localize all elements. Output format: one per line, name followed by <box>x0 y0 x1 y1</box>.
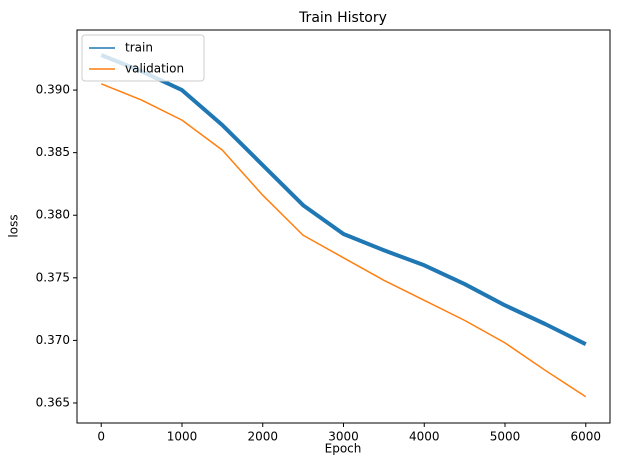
x-tick-label: 2000 <box>247 430 278 444</box>
x-tick-label: 3000 <box>328 430 359 444</box>
y-tick-label: 0.390 <box>36 83 70 97</box>
y-tick-label: 0.370 <box>36 333 70 347</box>
x-tick-label: 5000 <box>490 430 521 444</box>
x-axis-label: Epoch <box>325 442 362 456</box>
chart-title: Train History <box>298 10 387 26</box>
y-tick-label: 0.375 <box>36 270 70 284</box>
x-tick-label: 4000 <box>409 430 440 444</box>
legend-label: train <box>125 41 153 55</box>
y-axis-label: loss <box>7 214 21 237</box>
legend-label: validation <box>125 62 184 76</box>
line-series <box>100 53 587 346</box>
y-tick-label: 0.385 <box>36 145 70 159</box>
y-tick-label: 0.380 <box>36 208 70 222</box>
legend: train validation <box>81 34 205 82</box>
x-tick-label: 6000 <box>570 430 601 444</box>
x-tick-label: 1000 <box>167 430 198 444</box>
line-series <box>100 83 587 398</box>
plot-frame <box>76 29 611 424</box>
y-tick-label: 0.365 <box>36 395 70 409</box>
x-tick-label: 0 <box>97 430 105 444</box>
